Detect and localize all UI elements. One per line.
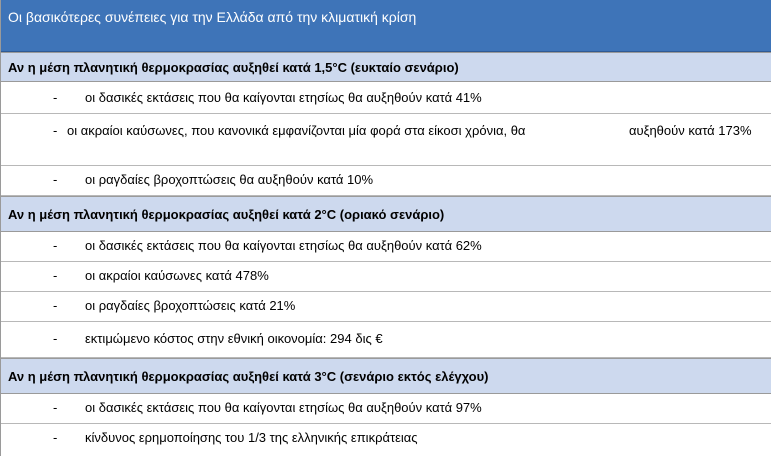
bullet-dash: - <box>53 172 58 187</box>
item-text: οι δασικές εκτάσεις που θα καίγονται ετη… <box>85 238 482 253</box>
bullet-dash: - <box>53 268 58 283</box>
list-item: - εκτιμώμενο κόστος στην εθνική οικονομί… <box>1 322 771 358</box>
list-item: - οι δασικές εκτάσεις που θα καίγονται ε… <box>1 394 771 424</box>
item-text: οι δασικές εκτάσεις που θα καίγονται ετη… <box>85 400 482 415</box>
list-item: - οι ακραίοι καύσωνες, που κανονικά εμφα… <box>1 114 771 166</box>
bullet-dash: - <box>53 430 58 445</box>
list-item: - οι ραγδαίες βροχοπτώσεις κατά 21% <box>1 292 771 322</box>
table-title: Οι βασικότερες συνέπειες για την Ελλάδα … <box>1 0 771 52</box>
list-item: - οι ραγδαίες βροχοπτώσεις θα αυξηθούν κ… <box>1 166 771 196</box>
bullet-dash: - <box>53 331 58 346</box>
list-item: - κίνδυνος ερημοποίησης του 1/3 της ελλη… <box>1 424 771 456</box>
list-item: - οι ακραίοι καύσωνες κατά 478% <box>1 262 771 292</box>
bullet-dash: - <box>53 90 58 105</box>
bullet-dash: - <box>53 123 58 138</box>
section-heading-1-5c: Αν η μέση πλανητική θερμοκρασίας αυξηθεί… <box>1 52 771 82</box>
bullet-dash: - <box>53 238 58 253</box>
bullet-dash: - <box>53 400 58 415</box>
item-text-continued: αυξηθούν κατά 173% <box>629 123 752 138</box>
section-heading-2c: Αν η μέση πλανητική θερμοκρασίας αυξηθεί… <box>1 196 771 232</box>
list-item: - οι δασικές εκτάσεις που θα καίγονται ε… <box>1 232 771 262</box>
item-text: οι ακραίοι καύσωνες κατά 478% <box>85 268 269 283</box>
section-heading-3c: Αν η μέση πλανητική θερμοκρασίας αυξηθεί… <box>1 358 771 394</box>
item-text: οι ραγδαίες βροχοπτώσεις θα αυξηθούν κατ… <box>85 172 374 187</box>
item-text: οι ραγδαίες βροχοπτώσεις κατά 21% <box>85 298 296 313</box>
item-text: εκτιμώμενο κόστος στην εθνική οικονομία:… <box>85 331 383 346</box>
item-text: οι δασικές εκτάσεις που θα καίγονται ετη… <box>85 90 482 105</box>
item-text: κίνδυνος ερημοποίησης του 1/3 της ελληνι… <box>85 430 418 445</box>
list-item: - οι δασικές εκτάσεις που θα καίγονται ε… <box>1 82 771 114</box>
item-text: οι ακραίοι καύσωνες, που κανονικά εμφανί… <box>67 123 526 138</box>
bullet-dash: - <box>53 298 58 313</box>
